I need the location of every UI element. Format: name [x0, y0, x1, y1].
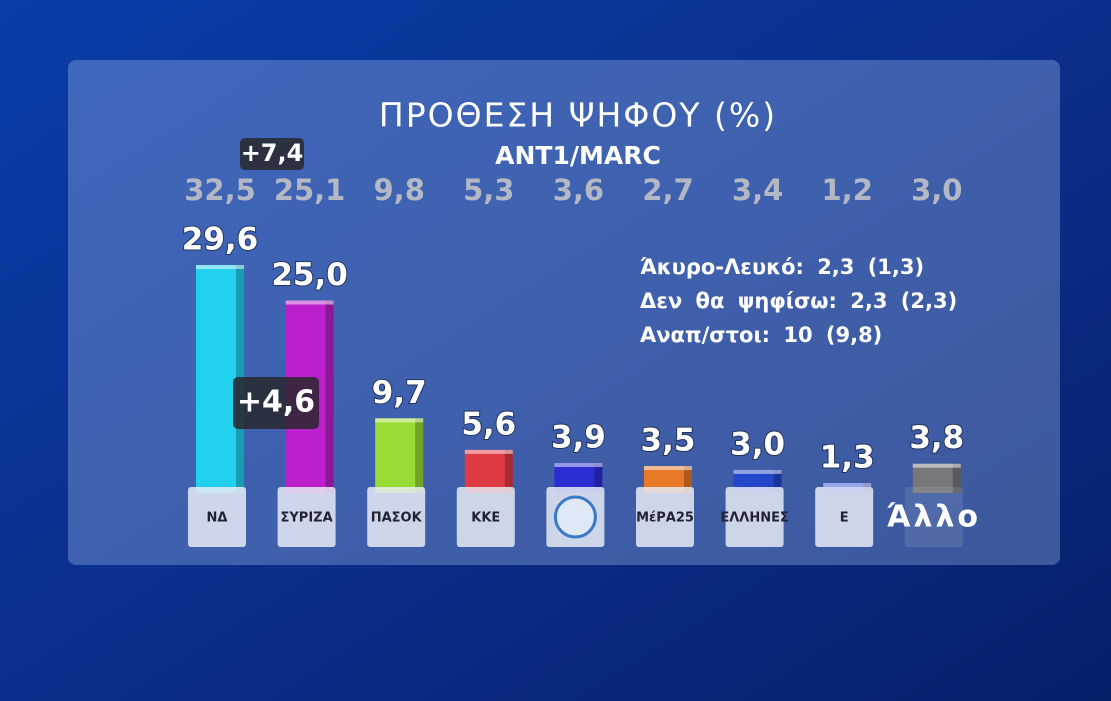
previous-value: 32,5: [184, 173, 256, 207]
difference-label: +7,4: [241, 139, 304, 167]
chart-subtitle: ANT1/MARC: [495, 141, 661, 170]
bar-top: [375, 418, 424, 423]
note: Αναπ/στοι: 10 (9,8): [640, 323, 882, 347]
logo-box: [277, 487, 336, 547]
bar-top: [823, 482, 872, 487]
value-label: 1,3: [820, 439, 875, 475]
value-label: 3,5: [641, 423, 696, 459]
bar-side: [504, 449, 513, 493]
category-label: ΠΑΣΟΚ: [371, 511, 423, 526]
bar-side: [773, 469, 782, 493]
previous-value: 3,6: [553, 173, 604, 207]
logo-box: [815, 487, 874, 547]
previous-value: 9,8: [374, 173, 425, 207]
note: Δεν θα ψηφίσω: 2,3 (2,3): [640, 289, 957, 313]
logo-box: [725, 487, 784, 547]
bar-side: [325, 300, 334, 493]
bar-top: [554, 462, 603, 467]
logo-box: [188, 487, 246, 547]
bar-top: [196, 265, 244, 270]
category-label: ΜέΡΑ25: [636, 511, 694, 526]
logo-box: [367, 487, 426, 547]
chart-title: ΠΡΟΘΕΣΗ ΨΗΦΟΥ (%): [379, 96, 777, 135]
note: Άκυρο-Λευκό: 2,3 (1,3): [640, 255, 924, 279]
bar: [464, 449, 513, 493]
previous-value: 1,2: [822, 173, 873, 207]
category-label: ΚΚΕ: [471, 511, 500, 526]
previous-value: 5,3: [463, 173, 514, 207]
difference-label: +4,6: [237, 385, 315, 420]
value-label: 25,0: [271, 257, 348, 293]
bar-side: [415, 418, 424, 493]
bar: [375, 418, 424, 493]
category-label: ΕΛΛΗΝΕΣ: [720, 511, 789, 526]
bar-top: [912, 463, 961, 468]
notes: Άκυρο-Λευκό: 2,3 (1,3) Δεν θα ψηφίσω: 2,3…: [640, 255, 957, 347]
bar-top: [733, 469, 782, 474]
previous-value: 3,0: [911, 173, 962, 207]
value-label: 3,8: [909, 420, 964, 456]
bar-top: [285, 300, 334, 305]
logo-box: [636, 487, 694, 547]
difference-box: [233, 377, 319, 429]
value-label: 9,7: [372, 375, 427, 411]
logo-box: [456, 487, 515, 547]
bar-side: [952, 463, 961, 493]
bar-side: [684, 466, 692, 493]
bar-top: [464, 449, 513, 454]
category-label: Άλλο: [887, 500, 982, 535]
previous-value: 3,4: [732, 173, 783, 207]
difference-box: [240, 138, 304, 170]
value-label: 3,9: [551, 419, 606, 455]
logo-box: [904, 487, 963, 547]
previous-value: 2,7: [642, 173, 693, 207]
value-label: 5,6: [461, 406, 516, 442]
value-label: 3,0: [730, 426, 785, 462]
category-label: Ε: [840, 511, 849, 526]
bar-top: [644, 466, 692, 471]
previous-value: 25,1: [274, 173, 346, 207]
bar: [912, 463, 961, 493]
category-label: ΝΔ: [207, 511, 228, 526]
value-label: 29,6: [182, 222, 259, 258]
logo-icon: [553, 495, 597, 539]
bar-side: [594, 462, 603, 493]
category-label: ΣΥΡΙΖΑ: [281, 511, 333, 526]
